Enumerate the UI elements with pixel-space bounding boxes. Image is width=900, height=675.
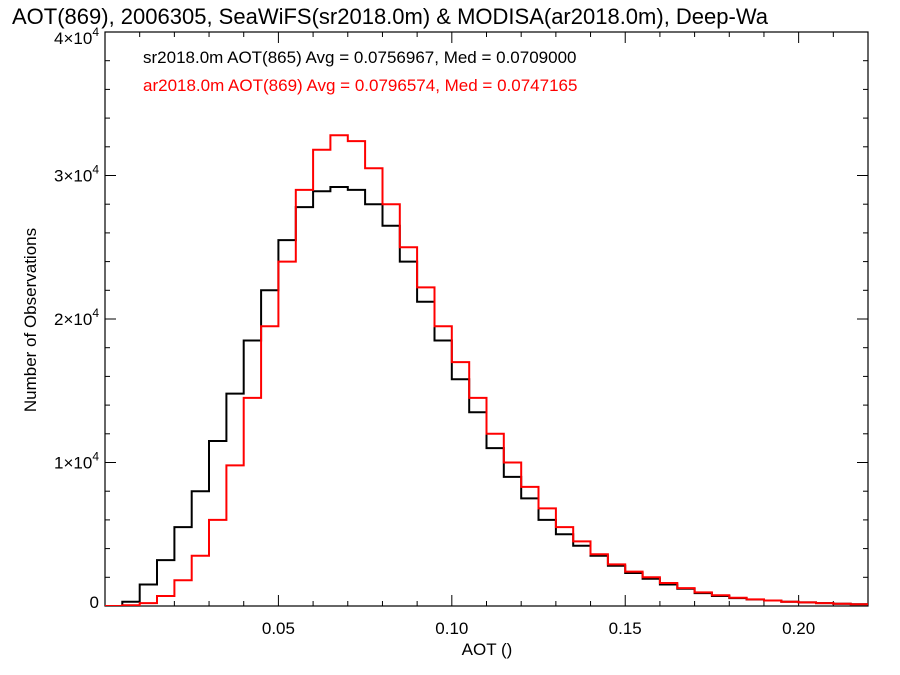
- x-axis-label: AOT (): [462, 640, 513, 659]
- legend-entry: ar2018.0m AOT(869) Avg = 0.0796574, Med …: [143, 76, 577, 95]
- series-ar2018-line: [105, 134, 868, 606]
- y-tick-label: 3×104: [54, 163, 99, 186]
- y-tick-label: 0: [90, 593, 99, 612]
- y-axis-label: Number of Observations: [21, 228, 40, 412]
- chart-title: AOT(869), 2006305, SeaWiFS(sr2018.0m) & …: [12, 4, 769, 29]
- y-tick-label: 4×104: [54, 25, 99, 48]
- series-sr2018-line: [105, 186, 868, 606]
- y-tick-label: 2×104: [54, 306, 99, 329]
- legend-entry: sr2018.0m AOT(865) Avg = 0.0756967, Med …: [143, 48, 577, 67]
- x-tick-label: 0.10: [435, 619, 468, 638]
- y-tick-label: 1×104: [54, 450, 99, 473]
- x-tick-label: 0.20: [782, 619, 815, 638]
- x-tick-label: 0.15: [609, 619, 642, 638]
- x-tick-label: 0.05: [262, 619, 295, 638]
